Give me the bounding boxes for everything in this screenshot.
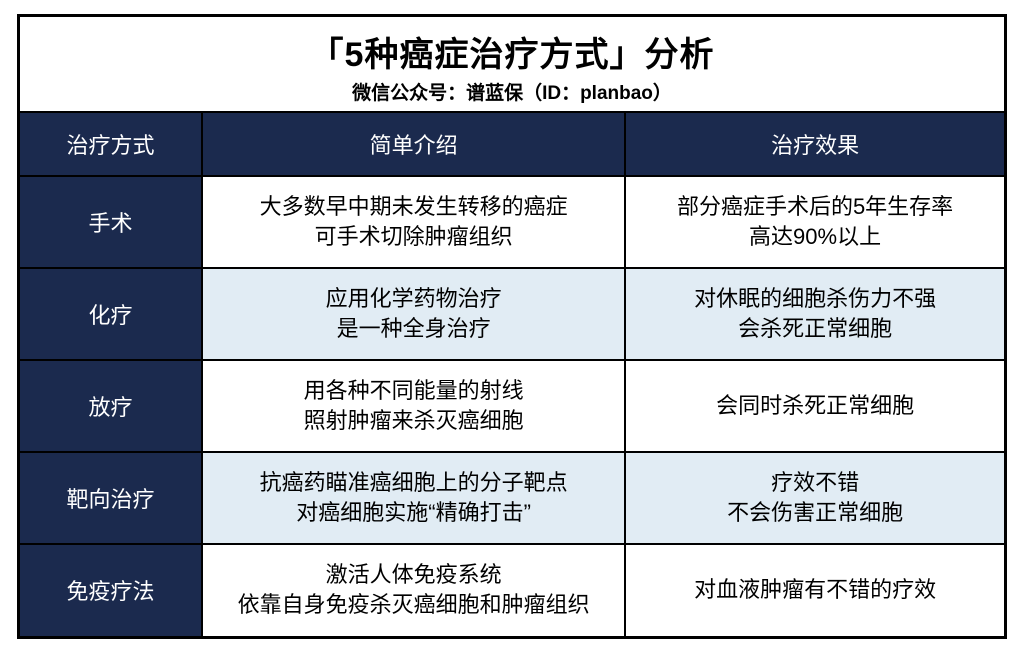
- table-container: 「5种癌症治疗方式」分析 微信公众号：谱蓝保（ID：planbao） 治疗方式 …: [17, 14, 1007, 639]
- treatment-table: 治疗方式 简单介绍 治疗效果 手术大多数早中期未发生转移的癌症 可手术切除肿瘤组…: [20, 111, 1004, 636]
- row-description: 激活人体免疫系统 依靠自身免疫杀灭癌细胞和肿瘤组织: [202, 544, 625, 636]
- row-label: 靶向治疗: [20, 452, 202, 544]
- row-description: 抗癌药瞄准癌细胞上的分子靶点 对癌细胞实施“精确打击”: [202, 452, 625, 544]
- table-row: 放疗用各种不同能量的射线 照射肿瘤来杀灭癌细胞会同时杀死正常细胞: [20, 360, 1004, 452]
- table-row: 靶向治疗抗癌药瞄准癌细胞上的分子靶点 对癌细胞实施“精确打击”疗效不错 不会伤害…: [20, 452, 1004, 544]
- title-main: 「5种癌症治疗方式」分析: [20, 27, 1004, 76]
- row-description: 大多数早中期未发生转移的癌症 可手术切除肿瘤组织: [202, 176, 625, 268]
- row-description: 用各种不同能量的射线 照射肿瘤来杀灭癌细胞: [202, 360, 625, 452]
- table-header-row: 治疗方式 简单介绍 治疗效果: [20, 112, 1004, 176]
- table-row: 手术大多数早中期未发生转移的癌症 可手术切除肿瘤组织部分癌症手术后的5年生存率 …: [20, 176, 1004, 268]
- title-subtitle: 微信公众号：谱蓝保（ID：planbao）: [20, 78, 1004, 105]
- row-effect: 部分癌症手术后的5年生存率 高达90%以上: [625, 176, 1004, 268]
- row-effect: 疗效不错 不会伤害正常细胞: [625, 452, 1004, 544]
- header-col-desc: 简单介绍: [202, 112, 625, 176]
- header-col-effect: 治疗效果: [625, 112, 1004, 176]
- table-row: 免疫疗法激活人体免疫系统 依靠自身免疫杀灭癌细胞和肿瘤组织对血液肿瘤有不错的疗效: [20, 544, 1004, 636]
- row-effect: 对血液肿瘤有不错的疗效: [625, 544, 1004, 636]
- table-body: 手术大多数早中期未发生转移的癌症 可手术切除肿瘤组织部分癌症手术后的5年生存率 …: [20, 176, 1004, 636]
- row-label: 手术: [20, 176, 202, 268]
- row-effect: 会同时杀死正常细胞: [625, 360, 1004, 452]
- header-col-method: 治疗方式: [20, 112, 202, 176]
- title-block: 「5种癌症治疗方式」分析 微信公众号：谱蓝保（ID：planbao）: [20, 17, 1004, 111]
- table-row: 化疗应用化学药物治疗 是一种全身治疗对休眠的细胞杀伤力不强 会杀死正常细胞: [20, 268, 1004, 360]
- row-description: 应用化学药物治疗 是一种全身治疗: [202, 268, 625, 360]
- row-effect: 对休眠的细胞杀伤力不强 会杀死正常细胞: [625, 268, 1004, 360]
- row-label: 化疗: [20, 268, 202, 360]
- row-label: 放疗: [20, 360, 202, 452]
- row-label: 免疫疗法: [20, 544, 202, 636]
